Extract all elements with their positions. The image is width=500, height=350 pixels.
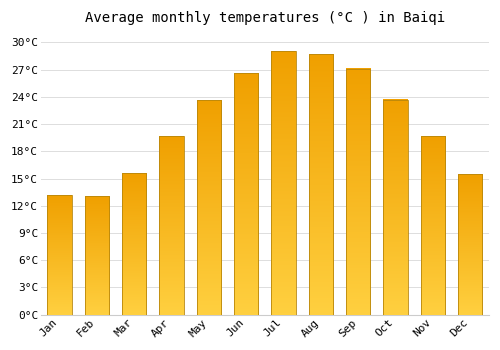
Bar: [234, 73, 258, 315]
Bar: [122, 173, 146, 315]
Bar: [384, 99, 407, 315]
Bar: [160, 136, 184, 315]
Title: Average monthly temperatures (°C ) in Baiqi: Average monthly temperatures (°C ) in Ba…: [85, 11, 445, 25]
Bar: [85, 196, 109, 315]
Bar: [197, 100, 221, 315]
Bar: [48, 195, 72, 315]
Bar: [272, 51, 295, 315]
Bar: [346, 69, 370, 315]
Bar: [458, 174, 482, 315]
Bar: [309, 54, 333, 315]
Bar: [421, 136, 445, 315]
